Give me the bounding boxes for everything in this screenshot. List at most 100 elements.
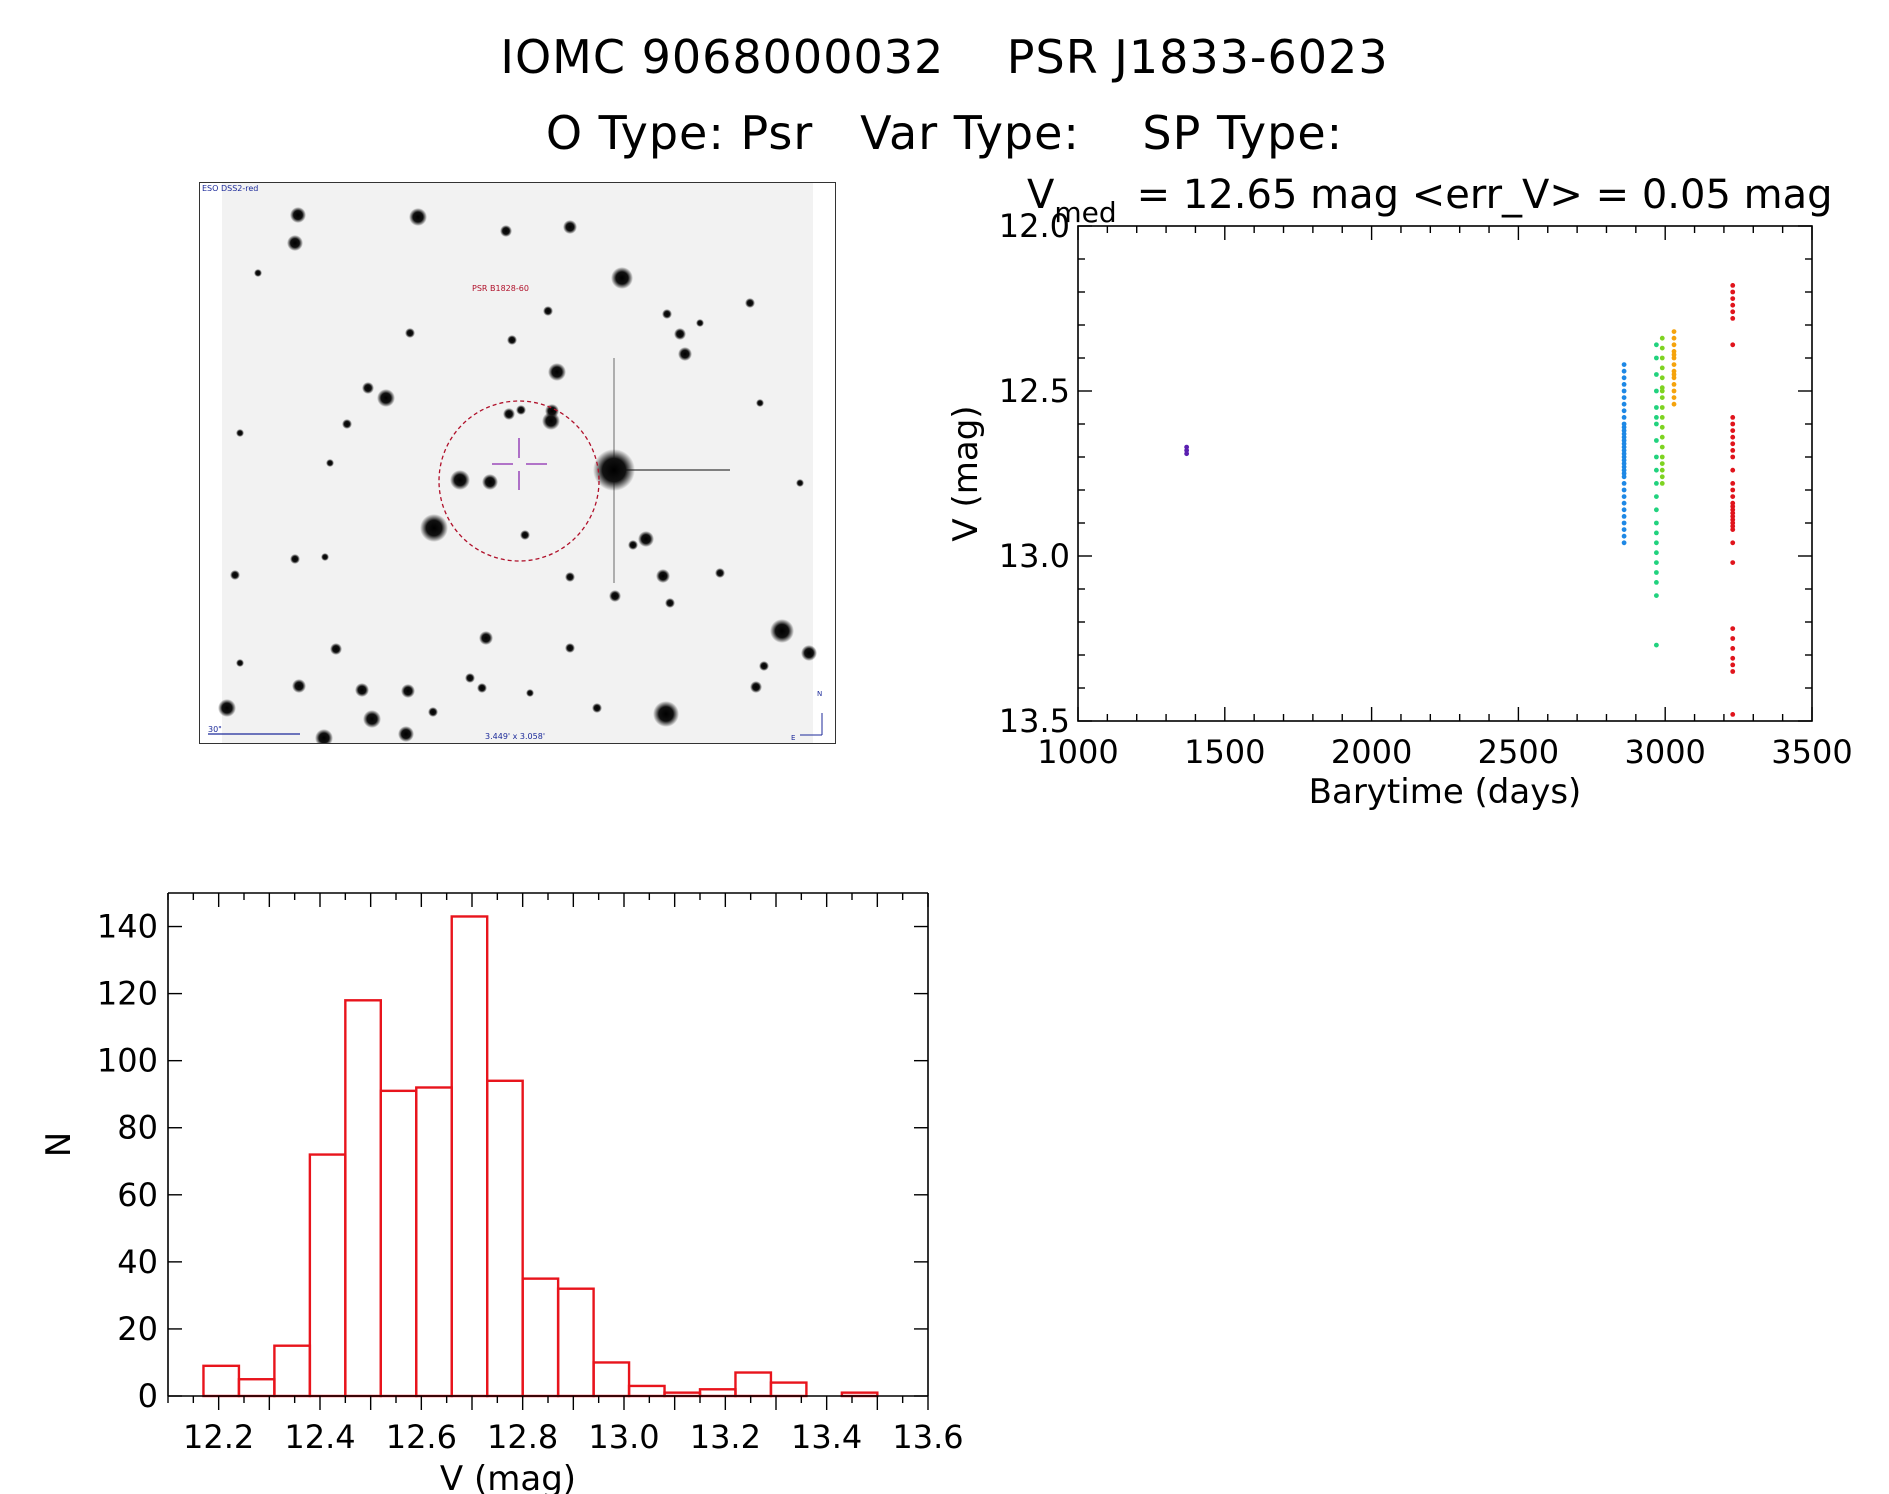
star — [482, 474, 498, 490]
lc-point — [1671, 349, 1677, 354]
lc-point — [1659, 434, 1665, 440]
lc-point — [1621, 507, 1627, 513]
star — [665, 598, 675, 608]
finder-left-margin — [200, 183, 222, 743]
lc-point — [1671, 335, 1677, 341]
lc-point — [1621, 467, 1627, 473]
hist-bar — [415, 1086, 453, 1398]
lc-point — [1659, 395, 1665, 400]
hist-bar — [521, 1277, 560, 1398]
star — [548, 363, 566, 381]
lc-point — [1730, 504, 1736, 509]
lc-point — [1659, 365, 1665, 371]
star — [662, 309, 672, 319]
star — [611, 267, 633, 289]
lc-point — [1730, 283, 1736, 288]
star — [770, 619, 794, 643]
lc-point — [1730, 527, 1736, 532]
lc-frame — [1077, 225, 1813, 722]
lc-title-sub: med — [1054, 196, 1116, 229]
scale-label: 30" — [208, 725, 222, 734]
lc-point — [1184, 448, 1190, 453]
hist-xlabel: V (mag) — [440, 1459, 576, 1494]
lc-point — [1659, 454, 1665, 460]
lc-point — [1621, 451, 1627, 457]
title-object-id: IOMC 9068000032 — [500, 30, 945, 84]
hist-xtick-label: 12.2 — [183, 1418, 254, 1456]
star — [377, 389, 395, 407]
lc-point — [1730, 500, 1736, 506]
lc-ytick-label: 13.5 — [999, 702, 1070, 740]
star — [500, 225, 512, 237]
lc-ytick-label: 12.0 — [999, 207, 1070, 245]
lc-point — [1621, 415, 1627, 420]
lc-point — [1730, 467, 1736, 473]
lc-point — [1730, 481, 1736, 486]
star — [405, 328, 415, 338]
lc-point — [1653, 421, 1659, 427]
star — [355, 683, 369, 697]
lc-xtick-label: 2000 — [1331, 733, 1412, 771]
lc-point — [1730, 655, 1736, 661]
star — [477, 683, 487, 693]
target-crosshair — [492, 438, 547, 490]
lc-point — [1671, 352, 1677, 358]
lc-point — [1621, 388, 1627, 394]
lc-ytick-label: 13.0 — [999, 537, 1070, 575]
star-field — [218, 207, 817, 743]
lc-point — [1621, 441, 1627, 447]
lc-point — [1659, 345, 1665, 351]
lc-point — [1621, 533, 1627, 539]
star — [678, 347, 692, 361]
lc-point — [1621, 540, 1627, 546]
lc-point — [1730, 646, 1736, 651]
hist-ytick-label: 80 — [117, 1109, 158, 1147]
lc-point — [1671, 395, 1677, 400]
hist-bar — [379, 1089, 418, 1398]
lc-point — [1653, 355, 1659, 361]
lc-point — [1659, 375, 1665, 381]
lc-point — [1671, 342, 1677, 348]
lc-point — [1621, 434, 1627, 440]
lc-point — [1659, 388, 1665, 394]
lc-point — [1653, 560, 1659, 565]
fov-label: 3.449' x 3.058' — [485, 732, 545, 741]
hist-xtick-label: 12.4 — [284, 1418, 355, 1456]
star — [628, 540, 638, 550]
hist-bar — [769, 1381, 808, 1398]
lc-point — [1730, 487, 1736, 493]
lc-point — [1730, 517, 1736, 523]
star — [236, 659, 244, 667]
lc-point — [1621, 464, 1627, 470]
star — [428, 707, 438, 717]
light-curve-chart: Vmed = 12.65 mag <err_V> = 0.05 mag 1000 1… — [946, 172, 1853, 812]
lc-point — [1621, 487, 1627, 493]
star — [653, 701, 679, 727]
lc-point — [1621, 500, 1627, 506]
lc-xlabel: Barytime (days) — [1309, 772, 1582, 812]
star — [745, 298, 755, 308]
lc-point — [1671, 382, 1677, 387]
lc-point — [1653, 405, 1659, 410]
lc-point — [1621, 395, 1627, 400]
lc-point — [1671, 372, 1677, 377]
star — [420, 514, 448, 542]
star — [362, 382, 374, 394]
lc-point — [1621, 481, 1627, 486]
hist-ytick-label: 0 — [138, 1377, 158, 1415]
lc-point — [1730, 520, 1736, 526]
star — [715, 568, 725, 578]
lc-point — [1730, 428, 1736, 433]
lc-point — [1621, 454, 1627, 460]
light-curve-title: Vmed = 12.65 mag <err_V> = 0.05 mag — [1027, 172, 1832, 229]
lc-point — [1730, 626, 1736, 631]
lc-point — [1653, 494, 1659, 499]
lc-point — [1730, 494, 1736, 499]
histogram-axes: 12.2 12.4 12.6 12.8 13.0 13.2 13.4 13.6 0 20 40 60 8… — [97, 892, 964, 1456]
lc-point — [1730, 289, 1736, 295]
lc-point — [1653, 438, 1659, 443]
lc-point — [1621, 461, 1627, 466]
title-line-2: O Type: Psr Var Type: SP Type: — [0, 106, 1889, 160]
lc-axes: 1000 1500 2000 2500 3000 3500 12.0 12.5 13.0 13.5 — [999, 207, 1853, 771]
lc-point — [1671, 375, 1677, 381]
